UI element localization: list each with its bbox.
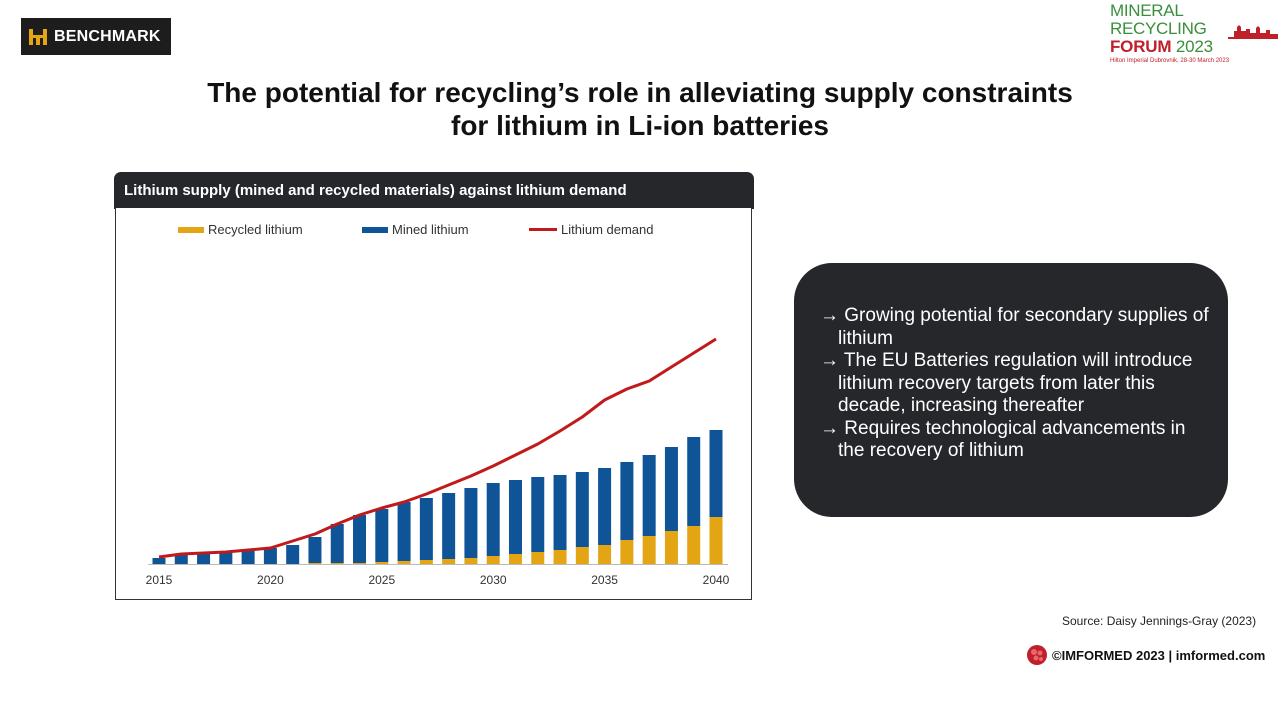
forum-logo-word: FORUM (1110, 37, 1172, 56)
footer-text: ©IMFORMED 2023 | imformed.com (1052, 647, 1266, 663)
legend-swatch-recycled (178, 226, 204, 233)
imformed-logo-icon (1027, 645, 1047, 665)
legend-label-demand: Lithium demand (561, 222, 654, 237)
slide-title: The potential for recycling’s role in al… (140, 76, 1140, 142)
forum-logo-year: 2023 (1175, 37, 1213, 56)
key-point-1: → Growing potential for secondary suppli… (820, 305, 1209, 349)
slide-title-line2: for lithium in Li-ion batteries (451, 110, 829, 141)
forum-logo-venue: Hilton Imperial Dubrovnik, 28-30 March 2… (1110, 58, 1230, 64)
key-points-panel: → Growing potential for secondary suppli… (794, 263, 1228, 517)
key-point-3: → Requires technological advancements in… (820, 417, 1186, 462)
source-note: Source: Daisy Jennings-Gray (2023) (1062, 614, 1257, 628)
legend-swatch-mined (362, 226, 388, 233)
forum-logo-line2: FORUM 2023 (1110, 38, 1278, 56)
legend-label-mined: Mined lithium (392, 222, 469, 237)
chart-panel-body (115, 208, 752, 600)
legend-swatch-demand (529, 228, 557, 231)
city-skyline-icon (1228, 25, 1278, 39)
forum-logo-line1: MINERAL RECYCLING (1110, 1, 1207, 38)
forum-logo: MINERAL RECYCLING FORUM 2023 Hilton Impe… (1110, 1, 1278, 64)
footer-credit: ©IMFORMED 2023 | imformed.com (1026, 644, 1265, 666)
legend-item-mined: Mined lithium (362, 222, 469, 237)
legend-item-recycled: Recycled lithium (178, 222, 303, 237)
legend-label-recycled: Recycled lithium (208, 222, 303, 237)
slide-title-line1: The potential for recycling’s role in al… (207, 77, 1073, 108)
benchmark-logo-icon (29, 28, 47, 45)
benchmark-logo-text: BENCHMARK (54, 27, 161, 45)
chart-panel-header: Lithium supply (mined and recycled mater… (114, 172, 754, 209)
key-point-2: → The EU Batteries regulation will intro… (820, 350, 1193, 416)
legend-item-demand: Lithium demand (529, 222, 654, 237)
benchmark-logo: BENCHMARK (21, 18, 171, 55)
